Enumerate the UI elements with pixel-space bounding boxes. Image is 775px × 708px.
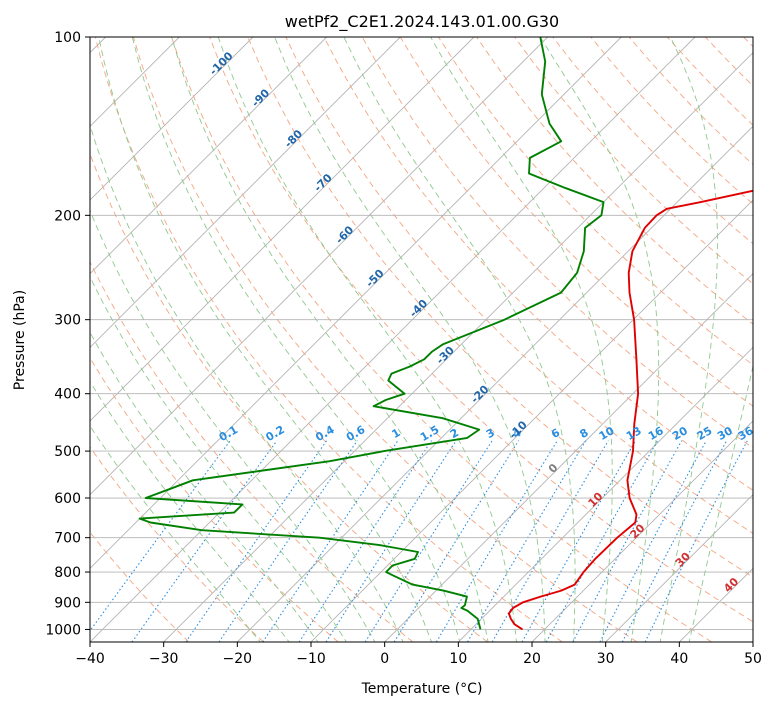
- temperature-profile: [507, 189, 753, 631]
- dry-adiabat-line: [90, 446, 264, 642]
- y-tick-label: 800: [54, 565, 81, 581]
- mixing-ratio-line: [90, 440, 231, 632]
- y-tick-label: 600: [54, 491, 81, 507]
- dry-adiabat-line: [209, 37, 753, 623]
- dry-adiabat-line: [323, 37, 753, 491]
- y-tick-label: 500: [54, 444, 81, 460]
- dewpoint-profile: [138, 37, 605, 630]
- mixing-ratio-line: [262, 440, 399, 642]
- isotherm-line: [90, 37, 475, 422]
- x-tick-label: 40: [670, 651, 688, 667]
- mixing-ratio-line: [298, 440, 432, 642]
- isotherm-line: [237, 125, 753, 642]
- mixing-ratio-line: [521, 440, 637, 642]
- y-tick-label: 400: [54, 387, 81, 403]
- mixing-ratio-line: [131, 440, 278, 642]
- pressure-grid: [90, 37, 753, 630]
- isotherm-line: [90, 37, 622, 569]
- dry-adiabat-line: [285, 37, 753, 535]
- x-tick-label: 20: [523, 651, 541, 667]
- isotherm-line: [90, 37, 254, 201]
- x-tick-label: −20: [223, 651, 253, 667]
- isotherm-line: [458, 346, 753, 642]
- dry-adiabat-line: [132, 37, 638, 642]
- isotherm-line: [90, 37, 548, 496]
- mixing-ratio-line: [644, 440, 748, 642]
- y-axis-ticks: 100 200 300 400 500 600 700 800 900 1000: [45, 30, 90, 638]
- mixing-ratio-line: [435, 440, 558, 642]
- x-tick-label: 50: [744, 651, 762, 667]
- mixing-ratio-line: [545, 440, 659, 642]
- x-tick-label: 10: [449, 651, 467, 667]
- x-tick-label: 30: [597, 651, 615, 667]
- chart-title: wetPf2_C2E1.2024.143.01.00.G30: [285, 12, 559, 32]
- x-tick-label: 0: [380, 651, 389, 667]
- mixing-ratio-line: [572, 440, 683, 642]
- x-tick-label: −10: [296, 651, 326, 667]
- dry-adiabat-line: [94, 37, 563, 642]
- isotherm-line: [531, 420, 753, 642]
- moist-adiabat-line: [90, 209, 376, 642]
- dry-adiabat-line: [247, 37, 753, 578]
- x-tick-label: −40: [75, 651, 105, 667]
- isotherm-line: [384, 273, 753, 642]
- mixing-ratio-line: [467, 440, 587, 642]
- dry-adiabat-line: [514, 37, 753, 285]
- y-tick-label: 300: [54, 313, 81, 329]
- y-axis-label: Pressure (hPa): [12, 290, 28, 390]
- mixing-ratio-line: [185, 440, 328, 642]
- x-tick-label: −30: [149, 651, 179, 667]
- x-axis-label: Temperature (°C): [361, 681, 483, 697]
- mixing-ratio-line: [325, 440, 457, 642]
- profiles: [138, 37, 753, 631]
- isotherm-line: [605, 494, 753, 642]
- dry-adiabat-line: [90, 261, 414, 642]
- isotherm-line: [90, 37, 401, 348]
- moist-adiabat-line: [90, 123, 404, 642]
- dry-adiabat-line: [476, 37, 753, 325]
- y-tick-label: 900: [54, 595, 81, 611]
- isotherm-line: [163, 52, 753, 642]
- y-tick-label: 100: [54, 30, 81, 46]
- mixing-ratio-line: [393, 440, 520, 642]
- isotherm-line: [90, 37, 327, 275]
- y-tick-label: 1000: [45, 622, 81, 638]
- dry-adiabat-line: [171, 37, 712, 642]
- plot-frame: [89, 36, 754, 643]
- mixing-ratio-line: [491, 440, 609, 642]
- y-tick-label: 700: [54, 531, 81, 547]
- x-axis-ticks: −40 −30 −20 −10 0 10 20 30 40 50: [75, 642, 762, 667]
- isotherm-line: [90, 37, 696, 642]
- y-tick-label: 200: [54, 208, 81, 224]
- mixing-ratio-line: [364, 440, 493, 642]
- dry-adiabat-line: [90, 356, 339, 642]
